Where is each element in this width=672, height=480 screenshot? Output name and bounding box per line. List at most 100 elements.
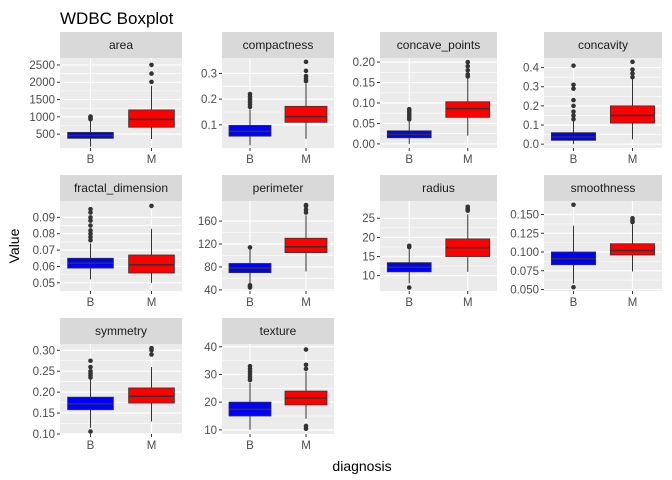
box-b [550, 63, 597, 145]
box-b [67, 114, 114, 147]
facet-strip-label: radius [422, 181, 455, 195]
x-tick-label: B [246, 297, 254, 309]
y-tick-label: 10 [204, 425, 217, 437]
y-tick-label: 0.10 [33, 429, 55, 441]
facet-concave-points: concave_points 0.00 0.05 0.10 0.15 0.20 B M [353, 32, 497, 166]
facet-compactness: compactness 0.1 0.2 0.3 B M [201, 32, 334, 166]
box-b [67, 358, 114, 434]
outlier-point [630, 215, 635, 221]
outlier-point [303, 202, 309, 208]
y-tick-label: 0.15 [33, 408, 55, 420]
outlier-point [88, 215, 93, 220]
facet-strip-label: smoothness [571, 181, 636, 195]
facet-texture: texture 10 20 30 40 B M [204, 318, 334, 452]
y-tick-label: 10 [362, 271, 375, 283]
y-tick-label: 120 [198, 239, 217, 251]
y-tick-label: 20 [362, 232, 375, 244]
facet-strip-label: concavity [578, 38, 628, 52]
y-tick-label: 0.06 [33, 261, 55, 273]
outlier-point [303, 347, 309, 352]
outlier-point [303, 362, 309, 368]
x-tick-label: M [147, 154, 157, 166]
x-tick-label: M [463, 154, 473, 166]
x-tick-label: M [301, 440, 311, 452]
x-tick-label: M [301, 154, 311, 166]
facet-strip-label: symmetry [95, 324, 147, 338]
y-tick-label: 40 [204, 342, 217, 354]
y-tick-label: 0.30 [33, 345, 55, 357]
box-m [284, 202, 328, 272]
x-tick-label: B [570, 154, 578, 166]
x-tick-label: B [87, 297, 95, 309]
facet-strip [380, 32, 497, 58]
outlier-point [247, 91, 253, 97]
outlier-point [465, 67, 471, 73]
facet-perimeter: perimeter 40 80 120 160 B M [198, 175, 334, 309]
box-b [67, 206, 114, 280]
box-iqr [445, 101, 491, 118]
outlier-point [88, 218, 93, 223]
box-iqr [128, 387, 175, 404]
outlier-point [88, 368, 93, 374]
y-tick-label: 0.075 [510, 266, 539, 278]
box-m [445, 59, 491, 136]
outlier-point [571, 109, 576, 114]
outlier-point [406, 285, 412, 290]
outlier-point [303, 68, 309, 74]
outlier-point [571, 202, 576, 208]
y-tick-label: 1500 [29, 95, 55, 107]
x-tick-label: B [405, 297, 413, 309]
outlier-point [88, 228, 93, 233]
outlier-point [303, 59, 309, 65]
outlier-point [247, 282, 253, 288]
facet-radius: radius 10 15 20 25 B M [362, 175, 497, 309]
box-iqr [284, 105, 328, 123]
y-tick-label: 30 [204, 369, 217, 381]
outlier-point [149, 71, 154, 76]
facet-concavity: concavity 0.0 0.1 0.2 0.3 0.4 B M [523, 32, 662, 166]
outlier-point [571, 113, 576, 118]
y-tick-label: 2000 [29, 77, 55, 89]
y-tick-label: 0.3 [523, 82, 539, 94]
outlier-point [88, 115, 93, 121]
y-tick-label: 0.2 [201, 94, 217, 106]
y-tick-label: 0.05 [353, 118, 375, 130]
y-tick-label: 0.08 [33, 229, 55, 241]
x-tick-label: M [147, 440, 157, 452]
facet-strip-label: area [109, 38, 133, 52]
box-iqr [284, 237, 328, 253]
facet-strip-label: perimeter [253, 181, 304, 195]
panel-background [222, 344, 334, 434]
y-tick-label: 0.3 [201, 68, 217, 80]
facet-strip-label: compactness [243, 38, 314, 52]
box-b [228, 363, 272, 430]
x-axis-label: diagnosis [332, 458, 391, 474]
outlier-point [406, 243, 412, 249]
facet-strip [222, 318, 334, 344]
facet-strip [544, 175, 662, 201]
outlier-point [149, 345, 154, 351]
y-tick-label: 25 [362, 213, 375, 225]
outlier-point [88, 358, 93, 364]
outlier-point [465, 204, 471, 210]
outlier-point [571, 284, 576, 290]
box-iqr [609, 105, 656, 124]
facet-strip-label: fractal_dimension [74, 181, 168, 195]
box-m [284, 59, 328, 139]
box-b [228, 91, 272, 146]
outlier-point [571, 82, 576, 88]
y-tick-label: 40 [204, 285, 217, 297]
box-iqr [128, 254, 175, 274]
x-tick-label: M [147, 297, 157, 309]
outlier-point [303, 207, 309, 212]
outlier-point [88, 237, 93, 243]
box-b [550, 202, 597, 290]
facet-strip-label: texture [260, 324, 297, 338]
y-tick-label: 0.0 [523, 139, 539, 151]
y-tick-label: 0.00 [353, 139, 375, 151]
facet-strip [222, 32, 334, 58]
x-tick-label: B [87, 154, 95, 166]
y-tick-label: 0.4 [523, 63, 540, 75]
